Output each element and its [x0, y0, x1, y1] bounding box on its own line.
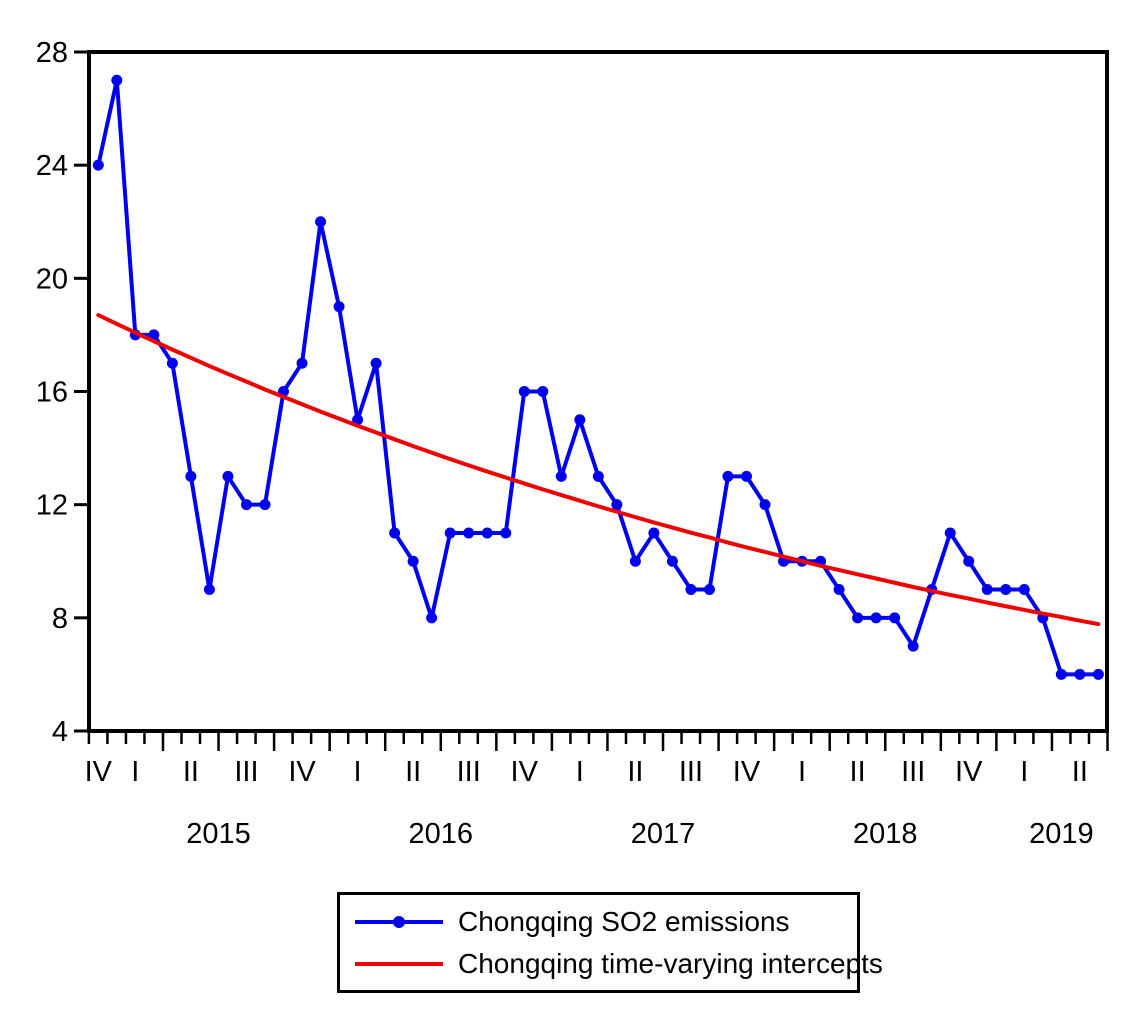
- plot-frame: [87, 50, 1109, 733]
- svg-text:III: III: [234, 756, 258, 788]
- legend-line-emissions-icon: [355, 915, 443, 928]
- legend-box: Chongqing SO2 emissions Chongqing time-v…: [337, 892, 883, 993]
- series-intercepts-line: [96, 313, 1101, 627]
- svg-text:4: 4: [52, 716, 68, 748]
- legend-item-intercepts: Chongqing time-varying intercepts: [355, 947, 883, 980]
- svg-text:III: III: [679, 756, 703, 788]
- svg-text:II: II: [183, 756, 199, 788]
- svg-text:II: II: [627, 756, 643, 788]
- svg-text:III: III: [901, 756, 925, 788]
- svg-text:IV: IV: [733, 756, 761, 788]
- svg-text:24: 24: [36, 150, 68, 182]
- legend-item-emissions: Chongqing SO2 emissions: [355, 905, 857, 938]
- svg-text:II: II: [850, 756, 866, 788]
- svg-text:I: I: [798, 756, 806, 788]
- svg-text:II: II: [405, 756, 421, 788]
- svg-text:IV: IV: [85, 756, 113, 788]
- series-emissions-line: [92, 74, 1104, 680]
- y-axis: 28 24 20 16 12 8 4: [36, 37, 87, 748]
- svg-text:I: I: [1020, 756, 1028, 788]
- svg-text:II: II: [1072, 756, 1088, 788]
- svg-text:I: I: [576, 756, 584, 788]
- svg-text:20: 20: [36, 263, 68, 295]
- legend-label-intercepts: Chongqing time-varying intercepts: [458, 947, 883, 979]
- svg-text:2018: 2018: [853, 818, 918, 850]
- svg-text:2015: 2015: [186, 818, 251, 850]
- svg-text:2019: 2019: [1029, 818, 1094, 850]
- x-axis: IV I II III IV I II III IV I II III IV I II III IV I II201…: [85, 733, 1109, 850]
- svg-text:III: III: [457, 756, 481, 788]
- svg-text:12: 12: [36, 490, 68, 522]
- svg-text:2017: 2017: [631, 818, 696, 850]
- svg-text:IV: IV: [511, 756, 539, 788]
- svg-text:28: 28: [36, 37, 68, 69]
- svg-text:8: 8: [52, 603, 68, 635]
- svg-text:2016: 2016: [409, 818, 474, 850]
- legend-line-intercepts-icon: [355, 957, 443, 970]
- svg-text:IV: IV: [288, 756, 316, 788]
- svg-text:I: I: [131, 756, 139, 788]
- svg-text:IV: IV: [955, 756, 983, 788]
- svg-text:16: 16: [36, 377, 68, 409]
- legend-label-emissions: Chongqing SO2 emissions: [458, 905, 790, 937]
- svg-text:I: I: [354, 756, 362, 788]
